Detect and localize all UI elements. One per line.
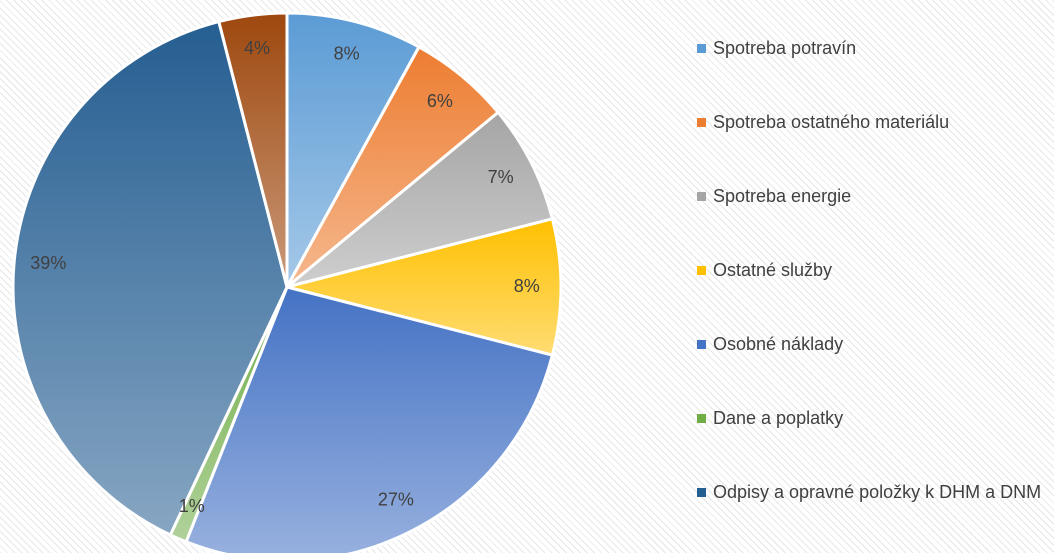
data-label: 1% [179, 496, 205, 516]
legend-swatch [697, 414, 706, 423]
legend-item: Osobné náklady [697, 329, 1042, 359]
data-label: 39% [30, 253, 66, 273]
legend-swatch [697, 488, 706, 497]
pie-slice [286, 110, 555, 289]
legend-label: Ostatné služby [713, 260, 833, 280]
legend-item: Spotreba ostatného materiálu [697, 107, 1042, 137]
legend-label: Spotreba ostatného materiálu [713, 112, 950, 132]
pie-slice [286, 217, 563, 357]
legend-label: Odpisy a opravné položky k DHM a DNM [713, 482, 1042, 502]
data-label: 27% [378, 489, 414, 509]
legend-swatch [697, 118, 706, 127]
legend-label: Spotreba energie [713, 186, 852, 206]
legend-item: Dane a poplatky [697, 403, 1042, 433]
data-label: 8% [334, 44, 360, 64]
data-label: 4% [244, 38, 270, 58]
pie-slice [184, 285, 555, 553]
data-label: 7% [488, 167, 514, 187]
data-label: 6% [427, 91, 453, 111]
data-label: 8% [514, 276, 540, 296]
legend-label: Spotreba potravín [713, 38, 857, 58]
legend-item: Ostatné služby [697, 255, 1042, 285]
legend-label: Dane a poplatky [713, 408, 844, 428]
legend-item: Odpisy a opravné položky k DHM a DNM [697, 477, 1042, 507]
legend-item: Spotreba potravín [697, 33, 1042, 63]
legend-label: Osobné náklady [713, 334, 844, 354]
pie-slice [217, 11, 289, 288]
pie-slice [11, 19, 289, 537]
legend-swatch [697, 44, 706, 53]
legend-swatch [697, 340, 706, 349]
legend-swatch [697, 266, 706, 275]
pie-slice [285, 11, 422, 288]
legend-item: Spotreba energie [697, 181, 1042, 211]
legend-swatch [697, 192, 706, 201]
